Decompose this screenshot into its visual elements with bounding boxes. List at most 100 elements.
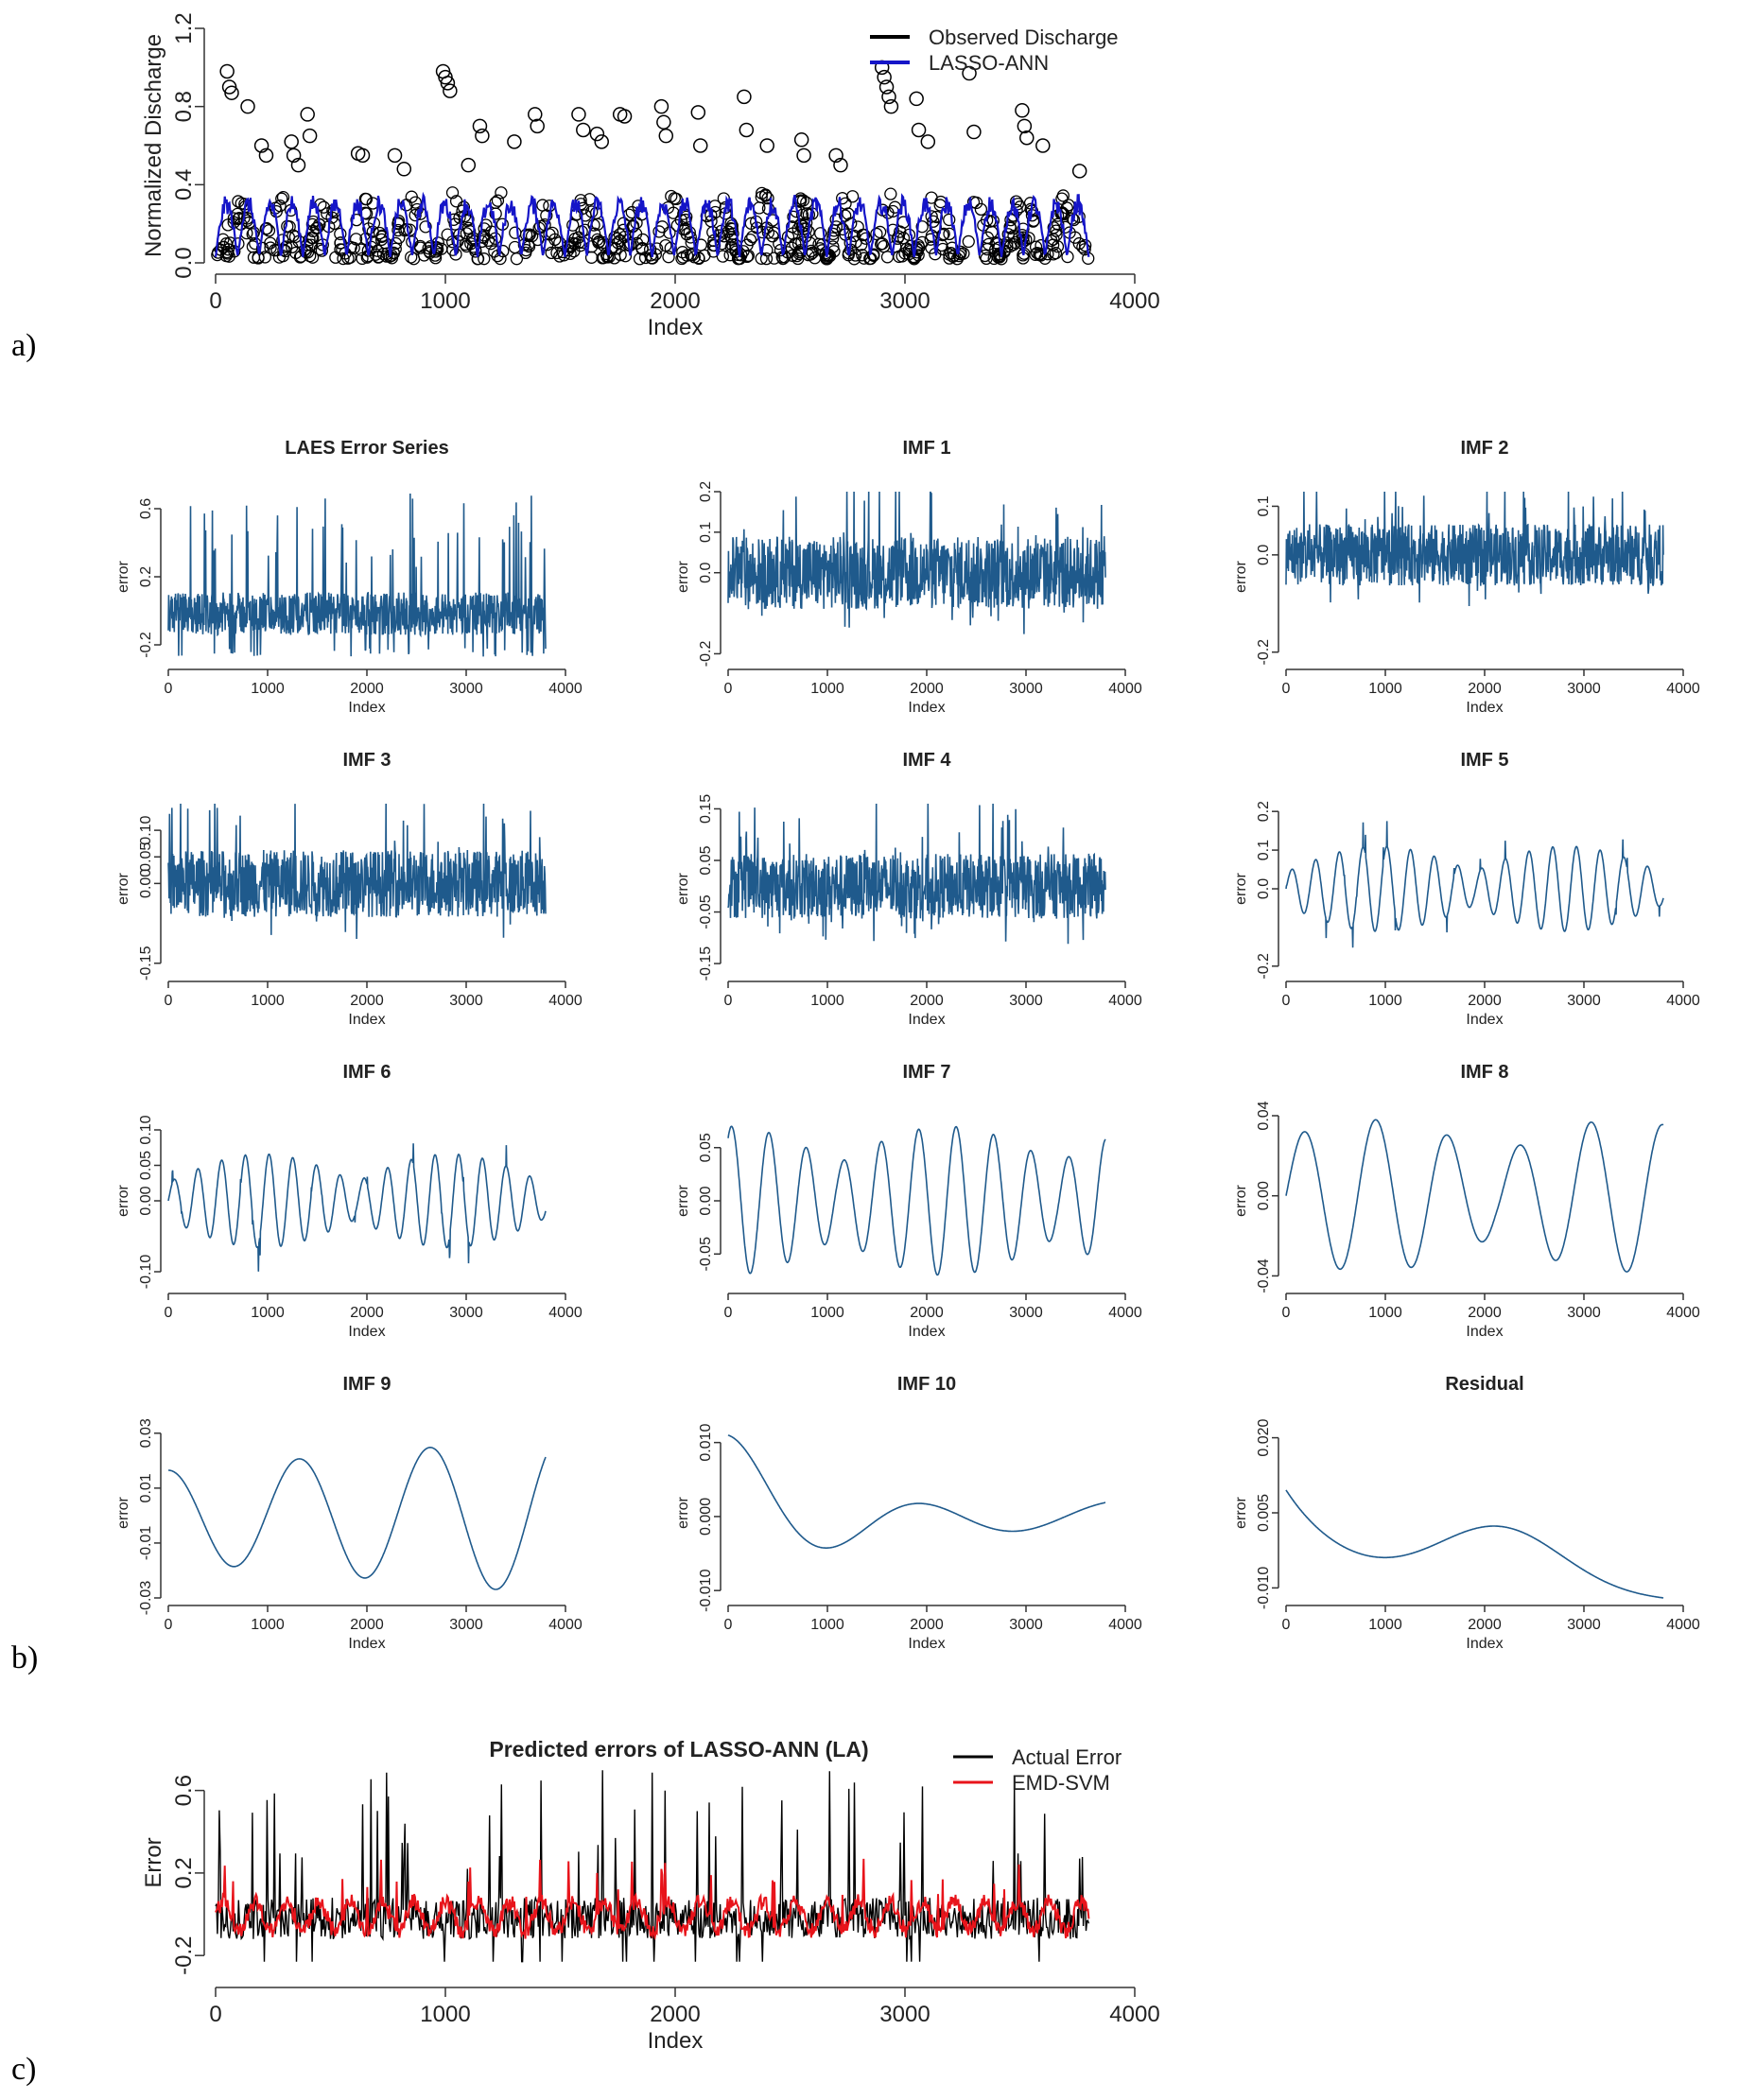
chart-c-title: Predicted errors of LASSO-ANN (LA) (489, 1737, 868, 1762)
imf-panel-y-tick-label: -0.01 (138, 1526, 154, 1561)
chart-a-x-axis-label: Index (648, 315, 704, 340)
imf-panel-x-tick-label: 4000 (1666, 993, 1700, 1009)
observed-point (478, 222, 491, 235)
imf-panel-x-tick-label: 1000 (1368, 1617, 1402, 1633)
imf-panel-y-tick-label: 0.05 (138, 1151, 154, 1180)
imf-panel-7: 0 1000 2000 3000 4000 -0.10 0.00 0.05 0.10 Index e… (115, 1062, 583, 1340)
imf-panel-2: 0 1000 2000 3000 4000 -0.2 0.0 0.1 0.2 Index error… (675, 438, 1142, 716)
observed-point (465, 233, 478, 247)
imf-panel-y-axis-label: error (1233, 560, 1249, 592)
observed-point (680, 249, 694, 262)
imf-panel-y-axis-label: error (1233, 1184, 1249, 1216)
observed-point (373, 226, 387, 240)
observed-point (576, 122, 591, 138)
imf-panel-y-tick-label: 0.05 (698, 1133, 714, 1162)
observed-point (1047, 221, 1060, 234)
imf-series-line (167, 493, 547, 657)
imf-panel-y-tick-label: 0.00 (138, 1186, 154, 1215)
observed-point (881, 89, 896, 105)
observed-point (658, 128, 674, 144)
observed-point (786, 249, 799, 262)
observed-point (290, 157, 306, 173)
imf-panel-y-tick-label: -0.03 (138, 1581, 154, 1616)
observed-point (966, 124, 982, 140)
imf-panel-x-tick-label: 3000 (1567, 993, 1601, 1009)
observed-point (1015, 103, 1030, 118)
imf-panel-x-axis-label: Index (348, 1012, 385, 1028)
observed-point (304, 250, 317, 263)
imf-panel-y-tick-label: -0.15 (138, 946, 154, 981)
observed-point (407, 252, 421, 266)
imf-panel-x-tick-label: 0 (724, 681, 733, 697)
observed-point (227, 212, 240, 225)
imf-panel-x-tick-label: 3000 (1009, 1305, 1043, 1321)
imf-panel-x-tick-label: 2000 (1468, 993, 1502, 1009)
imf-panel-x-tick-label: 3000 (1009, 1617, 1043, 1633)
chart-a-y-axis-label: Normalized Discharge (141, 34, 166, 257)
imf-panel-title: Residual (1445, 1374, 1523, 1395)
observed-point (478, 252, 491, 266)
imf-panel-x-tick-label: 2000 (350, 1305, 384, 1321)
observed-point (911, 122, 927, 138)
imf-panel-title: IMF 9 (342, 1374, 391, 1395)
observed-point (884, 187, 897, 200)
observed-point (334, 236, 347, 250)
observed-point (833, 157, 848, 173)
observed-point (396, 162, 412, 177)
observed-point (449, 248, 462, 261)
imf-panel-x-axis-label: Index (1466, 1636, 1503, 1652)
observed-point (766, 230, 779, 243)
observed-point (962, 234, 975, 249)
observed-point (814, 227, 827, 240)
observed-point (842, 247, 856, 260)
imf-panel-x-tick-label: 1000 (251, 993, 285, 1009)
observed-point (453, 211, 466, 224)
imf-panel-x-axis-label: Index (348, 700, 385, 716)
imf-panel-x-axis-label: Index (908, 1636, 945, 1652)
observed-point (873, 225, 887, 239)
imf-panel-y-tick-label: -0.05 (698, 894, 714, 929)
imf-panel-title: IMF 7 (902, 1062, 950, 1083)
chart-c-x-tick-label: 2000 (650, 2002, 700, 2027)
observed-point (845, 190, 860, 203)
imf-panel-x-tick-label: 1000 (810, 993, 844, 1009)
imf-panel-x-tick-label: 2000 (910, 1617, 944, 1633)
observed-point (337, 252, 350, 266)
observed-point (740, 250, 754, 264)
imf-panel-x-tick-label: 0 (165, 1305, 173, 1321)
chart-a-x-tick-label: 2000 (650, 288, 700, 314)
observed-point (737, 89, 752, 105)
observed-point (1003, 220, 1017, 234)
panel-label-c: c) (11, 2052, 37, 2087)
chart-a-x-tick-label: 4000 (1109, 288, 1159, 314)
imf-panel-x-tick-label: 1000 (810, 1305, 844, 1321)
imf-panel-x-tick-label: 1000 (1368, 993, 1402, 1009)
observed-point (275, 192, 288, 205)
observed-point (449, 195, 463, 208)
imf-panel-title: LAES Error Series (285, 438, 448, 459)
observed-point (240, 98, 255, 114)
imf-series-line (167, 803, 547, 940)
imf-panel-x-tick-label: 4000 (548, 681, 583, 697)
observed-point (356, 252, 369, 266)
observed-point (597, 235, 610, 250)
imf-panel-x-axis-label: Index (908, 1012, 945, 1028)
imf-panel-y-axis-label: error (675, 872, 691, 904)
imf-panel-y-tick-label: 0.01 (138, 1473, 154, 1502)
imf-panel-x-tick-label: 3000 (1009, 681, 1043, 697)
observed-point (589, 126, 605, 142)
chart-c: 0 1000 2000 3000 4000 -0.2 0.2 0.6 Index Error Pre… (141, 1737, 1160, 2054)
observed-point (219, 237, 233, 251)
imf-panel-x-tick-label: 0 (724, 993, 733, 1009)
imf-panel-y-tick-label: -0.10 (138, 1255, 154, 1290)
imf-panel-x-tick-label: 1000 (810, 1617, 844, 1633)
observed-point (656, 114, 671, 130)
observed-point (258, 148, 274, 164)
observed-point (883, 98, 899, 114)
emd-svm-line (215, 1858, 1090, 1941)
chart-c-y-axis-label: Error (141, 1837, 166, 1887)
observed-point (743, 233, 757, 247)
